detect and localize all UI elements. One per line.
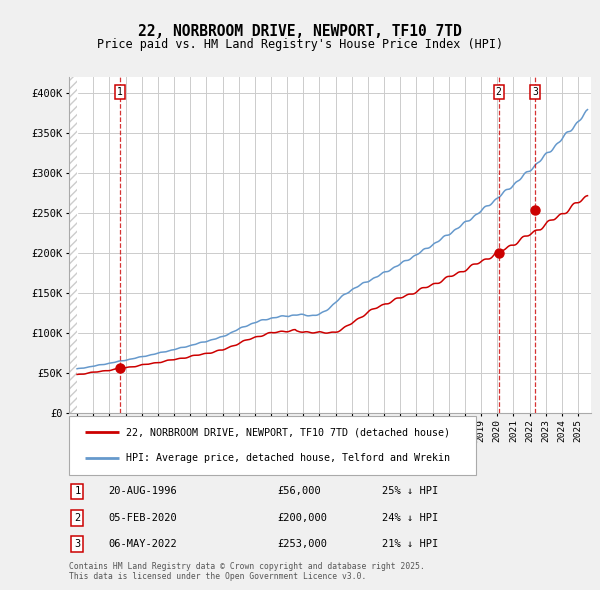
Text: Price paid vs. HM Land Registry's House Price Index (HPI): Price paid vs. HM Land Registry's House …	[97, 38, 503, 51]
Text: 1: 1	[117, 87, 122, 97]
Text: 21% ↓ HPI: 21% ↓ HPI	[382, 539, 439, 549]
Text: Contains HM Land Registry data © Crown copyright and database right 2025.
This d: Contains HM Land Registry data © Crown c…	[69, 562, 425, 581]
Text: HPI: Average price, detached house, Telford and Wrekin: HPI: Average price, detached house, Telf…	[127, 454, 451, 463]
Text: 24% ↓ HPI: 24% ↓ HPI	[382, 513, 439, 523]
Text: 22, NORBROOM DRIVE, NEWPORT, TF10 7TD (detached house): 22, NORBROOM DRIVE, NEWPORT, TF10 7TD (d…	[127, 428, 451, 437]
Text: 1: 1	[74, 486, 80, 496]
FancyBboxPatch shape	[69, 416, 476, 475]
Text: 20-AUG-1996: 20-AUG-1996	[108, 486, 177, 496]
Text: 22, NORBROOM DRIVE, NEWPORT, TF10 7TD: 22, NORBROOM DRIVE, NEWPORT, TF10 7TD	[138, 24, 462, 38]
Text: 3: 3	[74, 539, 80, 549]
Text: £56,000: £56,000	[278, 486, 322, 496]
Text: £253,000: £253,000	[278, 539, 328, 549]
Text: 25% ↓ HPI: 25% ↓ HPI	[382, 486, 439, 496]
Text: 3: 3	[532, 87, 538, 97]
Text: £200,000: £200,000	[278, 513, 328, 523]
Text: 2: 2	[74, 513, 80, 523]
Bar	[69, 77, 77, 413]
Text: 06-MAY-2022: 06-MAY-2022	[108, 539, 177, 549]
Bar	[69, 77, 77, 413]
Text: 05-FEB-2020: 05-FEB-2020	[108, 513, 177, 523]
Text: 2: 2	[496, 87, 502, 97]
